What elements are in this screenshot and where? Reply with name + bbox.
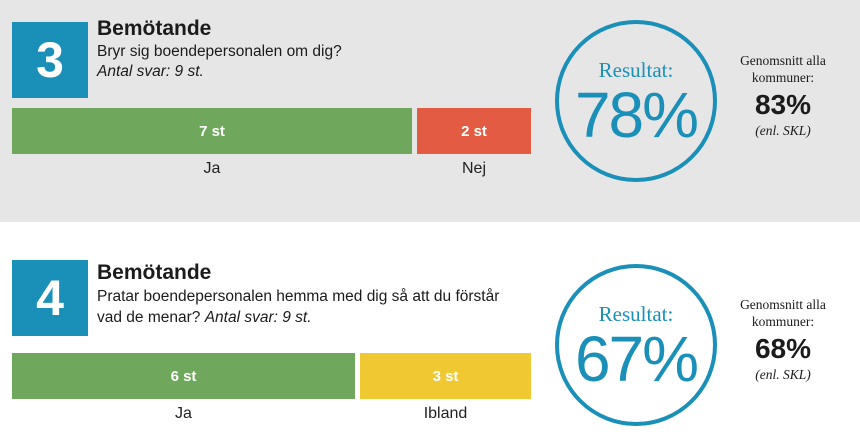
result-value: 67% xyxy=(574,323,699,395)
question-text-line2: vad de menar? Antal svar: 9 st. xyxy=(97,307,517,328)
bar-segment-ja: 6 st xyxy=(12,353,355,399)
question-text-line2-main: vad de menar? xyxy=(97,309,201,326)
bar-segment-ja: 7 st xyxy=(12,108,412,154)
result-value: 78% xyxy=(574,79,699,151)
bar-category-label: Ibland xyxy=(423,405,468,422)
bar-category-label: Ja xyxy=(175,405,192,422)
result-circle: Resultat: 67% xyxy=(555,264,717,426)
average-title: Genomsnitt alla kommuner: xyxy=(740,297,826,329)
answer-count: Antal svar: 9 st. xyxy=(97,63,204,80)
question-text-line1: Pratar boendepersonalen hemma med dig så… xyxy=(97,288,500,305)
answer-count: Antal svar: 9 st. xyxy=(204,309,312,326)
question-text: Bryr sig boendepersonalen om dig? xyxy=(97,43,342,60)
bar-category-label: Ja xyxy=(203,160,221,177)
question-text: Pratar boendepersonalen hemma med dig så… xyxy=(97,286,517,328)
question-number-badge: 4 xyxy=(12,260,88,336)
average-value: 68% xyxy=(754,333,812,364)
average-box: Genomsnitt alla kommuner: 83% (enl. SKL) xyxy=(728,52,838,139)
question-panel-3: 3 Bemötande Bryr sig boendepersonalen om… xyxy=(0,0,860,222)
average-title: Genomsnitt alla kommuner: xyxy=(740,53,826,85)
bar-category-label: Nej xyxy=(461,160,486,177)
question-number-badge: 3 xyxy=(12,22,88,98)
average-source: (enl. SKL) xyxy=(755,367,811,382)
bar-segment-ibland: 3 st xyxy=(360,353,531,399)
result-label: Resultat: xyxy=(598,58,674,82)
question-panel-4: 4 Bemötande Pratar boendepersonalen hemm… xyxy=(0,246,860,446)
question-heading: Bemötande xyxy=(97,17,212,40)
average-source: (enl. SKL) xyxy=(755,123,811,138)
average-box: Genomsnitt alla kommuner: 68% (enl. SKL) xyxy=(728,296,838,383)
result-circle: Resultat: 78% xyxy=(555,20,717,182)
average-value: 83% xyxy=(754,89,812,120)
bar-segment-nej: 2 st xyxy=(417,108,531,154)
question-heading: Bemötande xyxy=(97,261,212,284)
result-label: Resultat: xyxy=(598,302,674,326)
